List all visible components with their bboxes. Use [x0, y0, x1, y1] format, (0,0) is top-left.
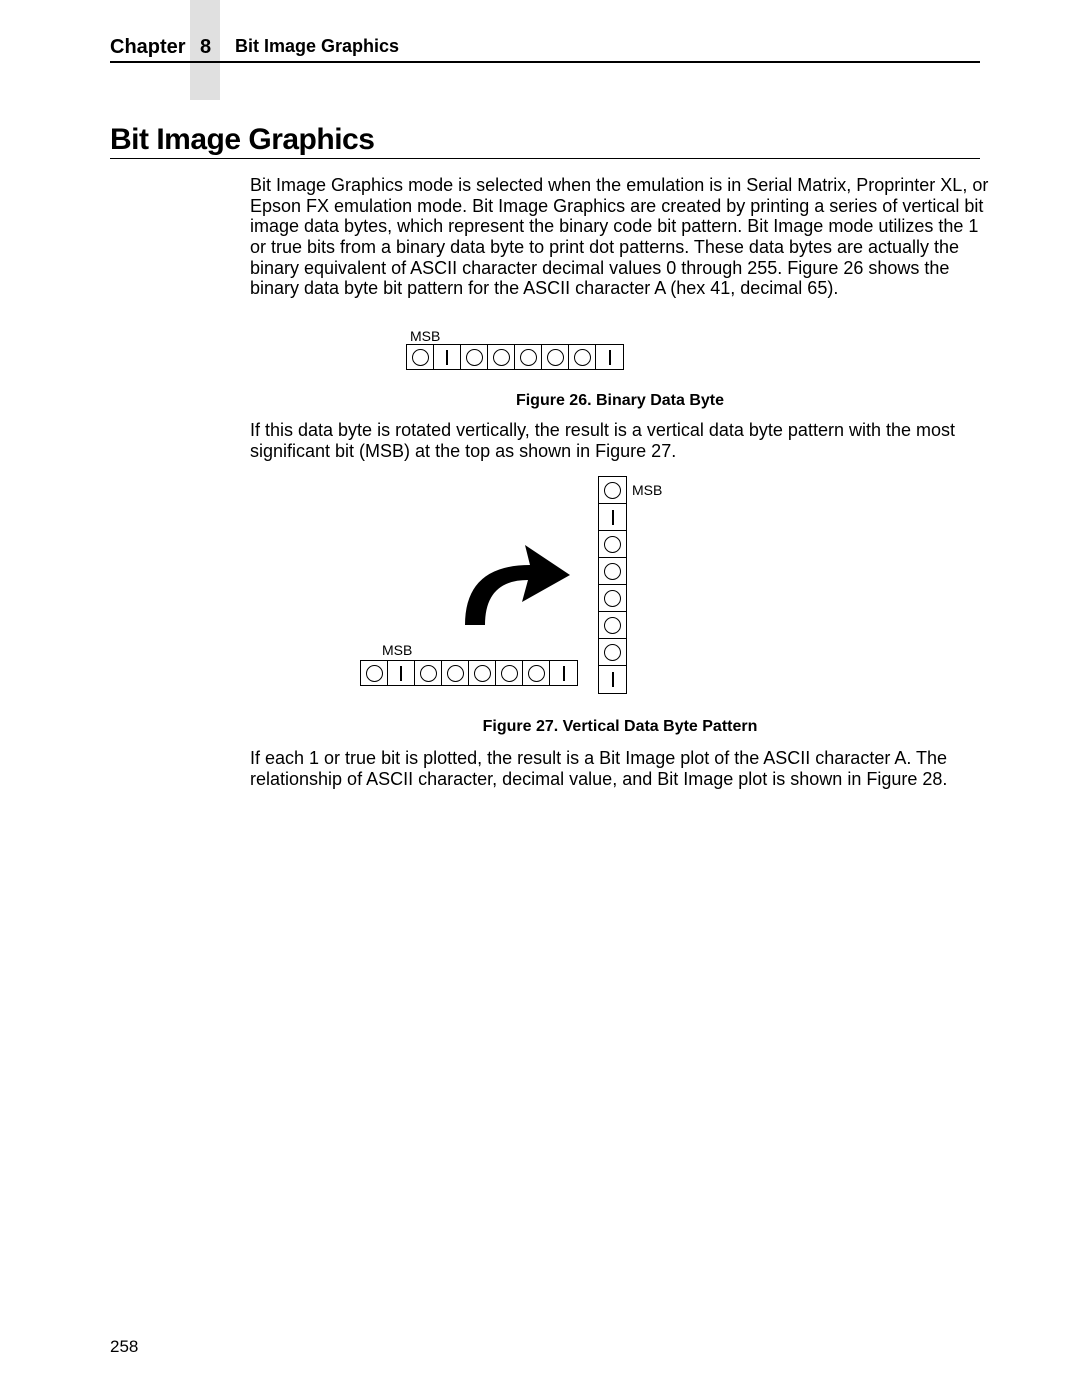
fig27-msb-label-horizontal: MSB	[382, 642, 412, 658]
rotate-arrow-icon	[430, 530, 590, 650]
section-heading: Bit Image Graphics	[110, 123, 374, 157]
fig26-byte	[406, 344, 624, 370]
paragraph-2: If this data byte is rotated vertically,…	[250, 420, 990, 461]
fig27-msb-label-vertical: MSB	[632, 482, 662, 498]
document-page: Chapter 8 Bit Image Graphics Bit Image G…	[0, 0, 1080, 1397]
fig27-vertical-byte	[598, 476, 627, 694]
chapter-number: 8	[200, 36, 211, 59]
section-heading-rule	[110, 158, 980, 159]
chapter-label: Chapter	[110, 36, 186, 59]
fig27-horizontal-byte	[360, 660, 578, 686]
page-number: 258	[110, 1337, 138, 1357]
paragraph-1: Bit Image Graphics mode is selected when…	[250, 175, 990, 299]
paragraph-3: If each 1 or true bit is plotted, the re…	[250, 748, 990, 789]
chapter-title: Bit Image Graphics	[235, 36, 399, 57]
running-header: Chapter 8 Bit Image Graphics	[110, 36, 980, 63]
fig27-caption: Figure 27. Vertical Data Byte Pattern	[250, 718, 990, 736]
fig26-caption: Figure 26. Binary Data Byte	[250, 392, 990, 410]
fig26-msb-label: MSB	[410, 328, 440, 344]
